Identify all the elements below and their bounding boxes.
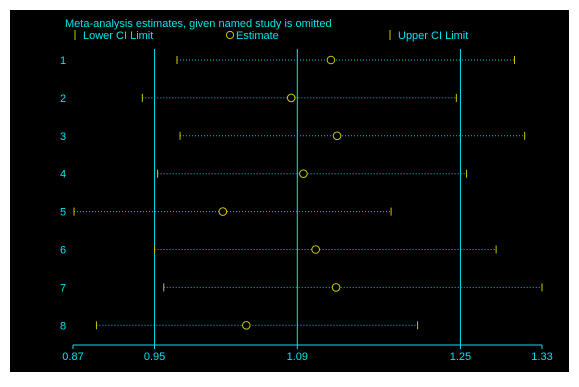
x-axis: 0.87 0.95 1.09 1.25 1.33 xyxy=(62,344,553,363)
plot-background xyxy=(10,10,569,372)
study-label: 6 xyxy=(60,245,66,257)
x-tick-label: 1.09 xyxy=(287,351,308,363)
study-label: 4 xyxy=(60,169,66,181)
legend-label-estimate: Estimate xyxy=(236,30,279,42)
legend-label-lower: Lower CI Limit xyxy=(83,30,153,42)
study-label: 3 xyxy=(60,131,66,143)
study-rows: 1 2 3 4 5 6 7 8 xyxy=(60,55,543,332)
x-tick-label: 0.87 xyxy=(62,351,83,363)
legend: Lower CI Limit Estimate Upper CI Limit xyxy=(74,30,468,42)
study-row: 1 xyxy=(60,55,515,67)
legend-estimate-icon xyxy=(225,30,235,40)
study-label: 8 xyxy=(60,320,66,332)
x-tick-label: 1.33 xyxy=(531,351,552,363)
study-label: 1 xyxy=(60,55,66,67)
study-row: 2 xyxy=(60,93,457,105)
study-row: 5 xyxy=(60,207,392,219)
study-label: 5 xyxy=(60,207,66,219)
study-label: 2 xyxy=(60,93,66,105)
estimate-marker xyxy=(326,55,336,65)
study-row: 8 xyxy=(60,320,419,332)
estimate-marker xyxy=(286,93,296,103)
estimate-marker xyxy=(242,321,251,330)
legend-label-upper: Upper CI Limit xyxy=(398,30,468,42)
study-row: 7 xyxy=(60,282,543,294)
estimate-marker xyxy=(218,207,228,216)
study-row: 6 xyxy=(60,245,497,257)
x-tick-label: 0.95 xyxy=(144,351,165,363)
study-row: 4 xyxy=(60,169,468,181)
chart-title: Meta-analysis estimates, given named stu… xyxy=(65,18,332,30)
study-row: 3 xyxy=(60,131,526,143)
x-tick-label: 1.25 xyxy=(450,351,471,363)
estimate-marker xyxy=(331,283,341,292)
study-label: 7 xyxy=(60,282,66,294)
estimate-marker xyxy=(299,169,308,178)
estimate-marker xyxy=(311,245,320,254)
estimate-marker xyxy=(332,131,342,141)
